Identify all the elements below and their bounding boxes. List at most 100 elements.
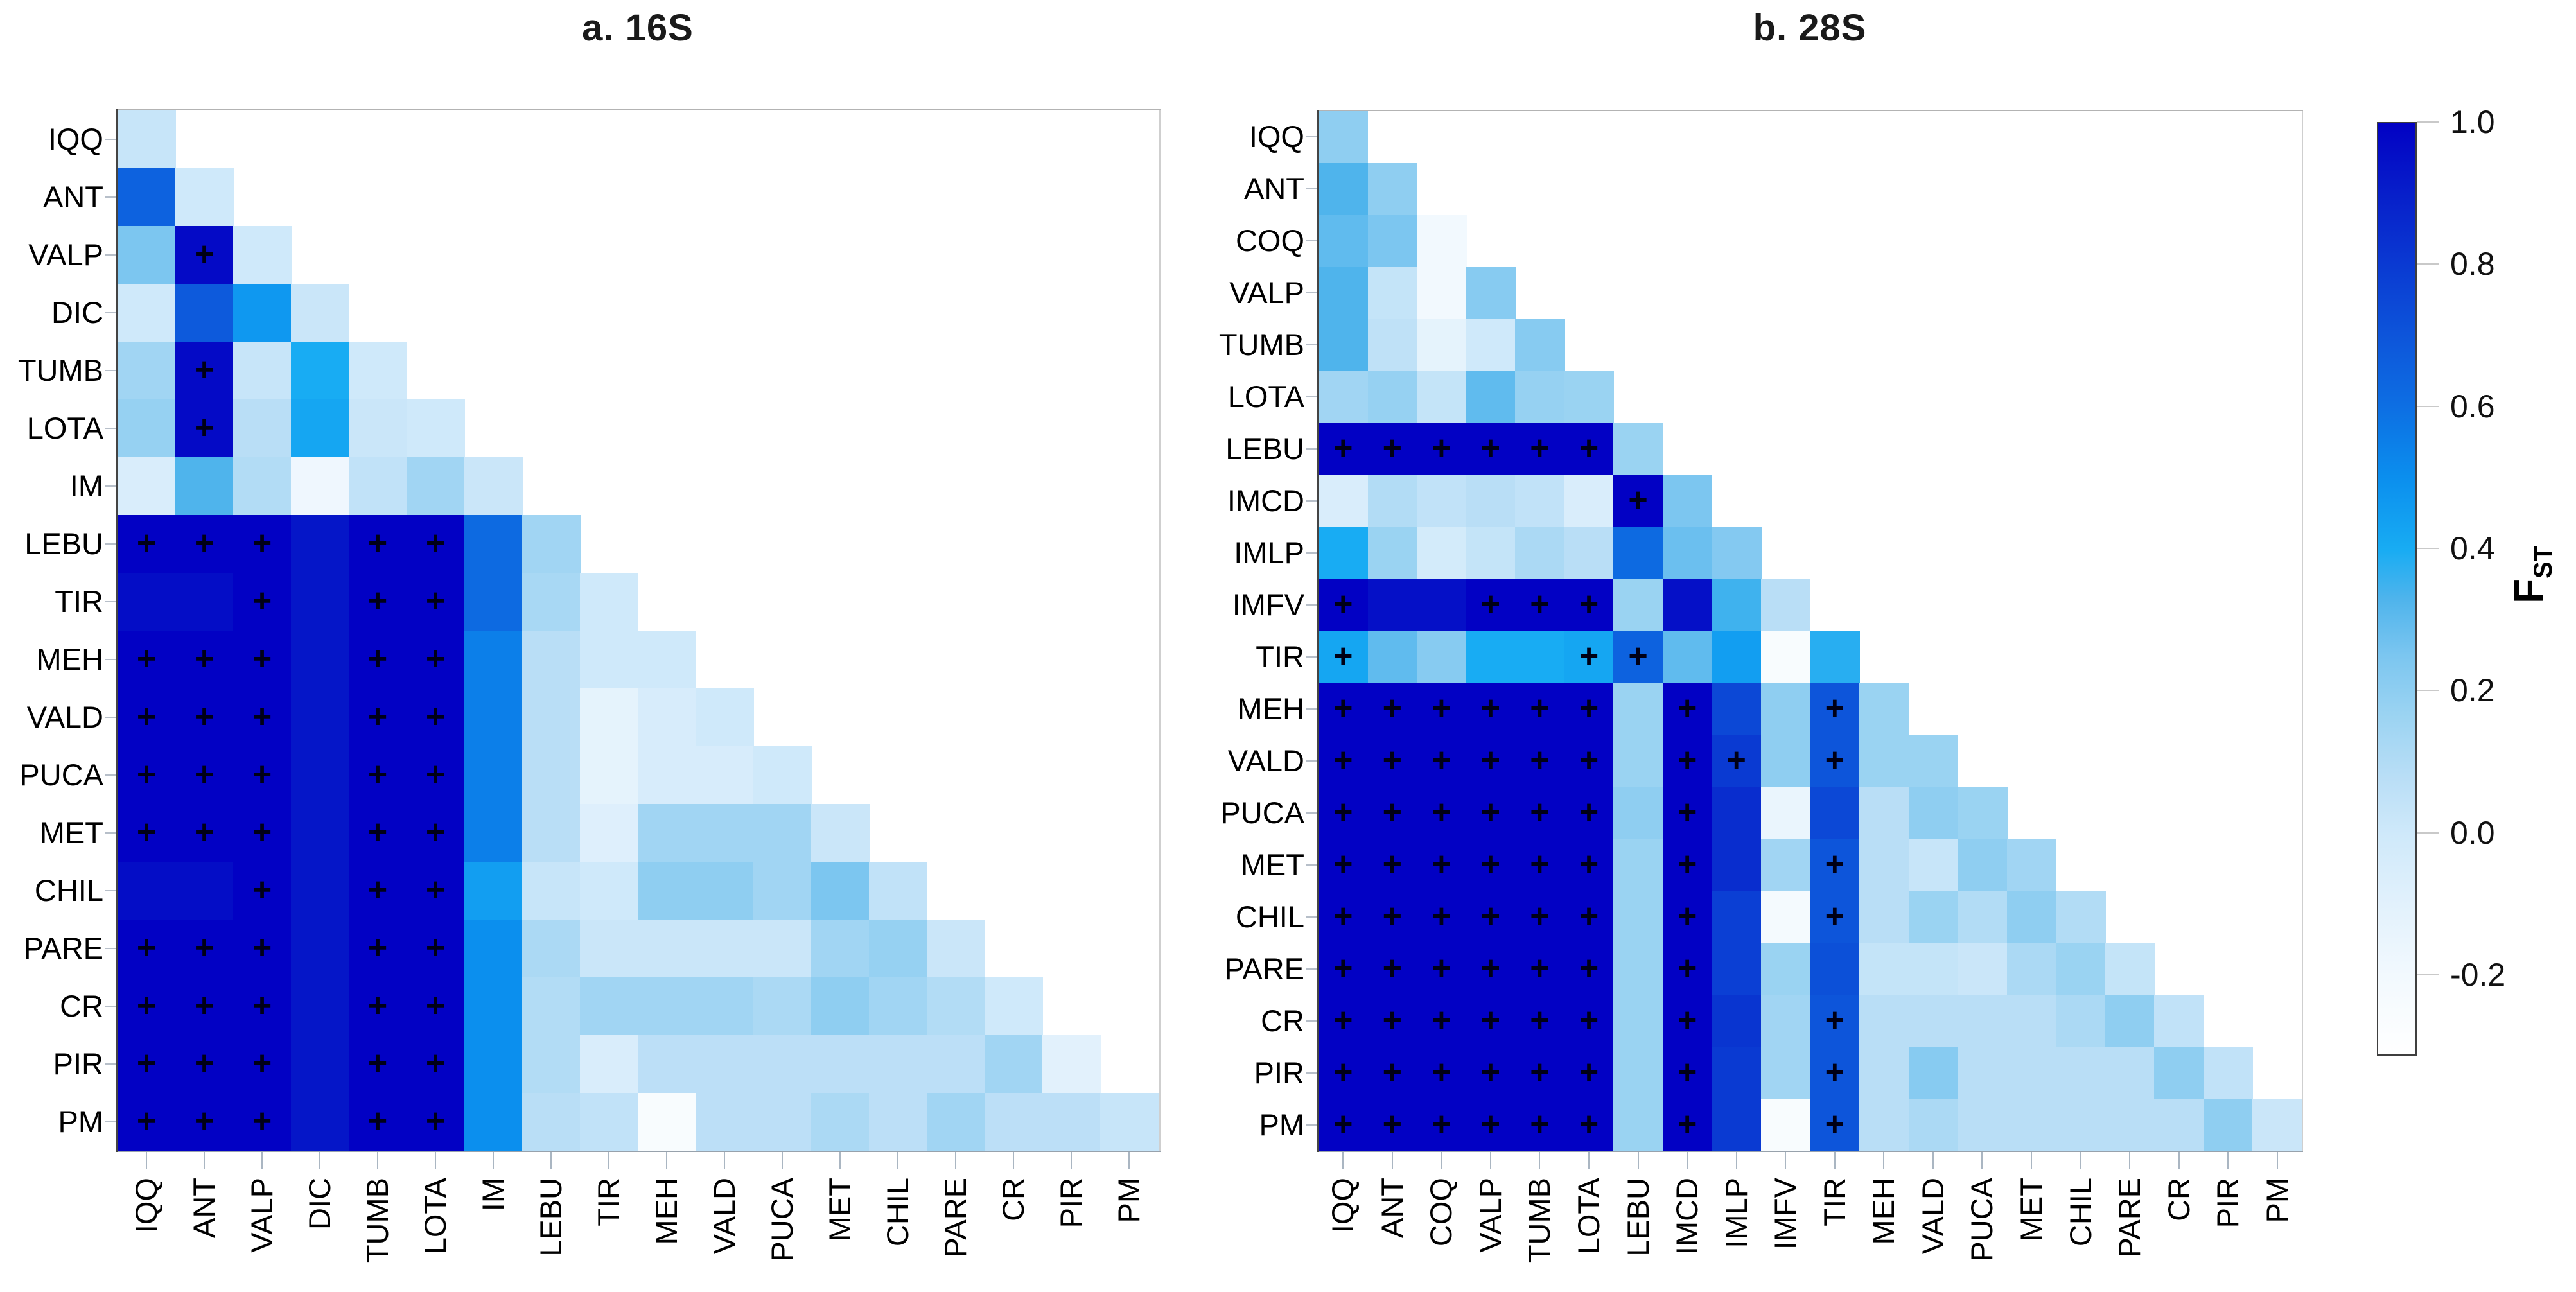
colorbar-tick-label: 0.4: [2450, 530, 2495, 567]
significance-mark: +: [1432, 897, 1451, 935]
heatmap-cell: [1760, 891, 1811, 944]
heatmap-cell: [1564, 371, 1615, 424]
significance-mark: +: [252, 1044, 272, 1082]
heatmap-cell: [1712, 891, 1762, 944]
significance-mark: +: [252, 697, 272, 735]
heatmap-cell: [1319, 943, 1369, 996]
heatmap-cell: [464, 1093, 523, 1151]
significance-mark: +: [1530, 897, 1550, 935]
heatmap-cell: [1810, 995, 1860, 1047]
heatmap-cell: [1564, 579, 1615, 632]
heatmap-cell: [1319, 735, 1369, 788]
heatmap-cell: [1859, 891, 1909, 944]
significance-mark: +: [136, 1102, 157, 1140]
heatmap-cell: [175, 284, 234, 342]
significance-mark: +: [1579, 897, 1599, 935]
heatmap-cell: [811, 862, 870, 920]
significance-mark: +: [1579, 1001, 1599, 1039]
heatmap-cell: [869, 977, 927, 1036]
significance-mark: +: [1480, 430, 1501, 467]
significance-mark: +: [367, 582, 388, 620]
heatmap-cell: [1367, 319, 1417, 372]
row-label: PARE: [23, 931, 104, 965]
y-axis-tick: [1306, 552, 1317, 554]
heatmap-cell: [1613, 891, 1663, 944]
col-label: LOTA: [1572, 1178, 1606, 1255]
heatmap-cell: [927, 920, 985, 978]
heatmap-cell: [1613, 423, 1663, 476]
heatmap-cell: [1319, 319, 1369, 372]
heatmap-cell: [1042, 1093, 1101, 1151]
heatmap-cell: [2056, 1047, 2106, 1099]
heatmap-cell: [175, 573, 234, 631]
heatmap-cell: [1417, 631, 1467, 684]
heatmap-cell: [1042, 1035, 1101, 1094]
heatmap-cell: [753, 746, 812, 805]
heatmap-cell: [638, 804, 696, 862]
heatmap-cell: [1319, 839, 1369, 892]
significance-mark: +: [1480, 949, 1501, 987]
col-label: CR: [2161, 1178, 2196, 1221]
heatmap-cell: [1367, 735, 1417, 788]
significance-mark: +: [136, 697, 157, 735]
significance-mark: +: [1333, 949, 1353, 987]
heatmap-cell: [464, 573, 523, 631]
significance-mark: +: [1432, 1053, 1451, 1091]
x-axis-tick: [204, 1152, 205, 1169]
heatmap-cell: [753, 862, 812, 920]
heatmap-cell: [1417, 214, 1467, 268]
heatmap-cell: [175, 977, 234, 1036]
heatmap-cell: [1662, 527, 1713, 580]
row-label: LEBU: [24, 527, 103, 561]
row-label: IM: [69, 469, 103, 503]
heatmap-cell: [1417, 319, 1467, 372]
heatmap-cell: [1367, 839, 1417, 892]
heatmap-cell: [349, 631, 407, 689]
heatmap-cell: [2203, 1047, 2254, 1099]
x-axis-tick: [1637, 1152, 1639, 1169]
row-label: PARE: [1224, 951, 1305, 986]
col-label: VALD: [1915, 1178, 1950, 1255]
significance-mark: +: [1333, 741, 1353, 779]
row-label: TUMB: [1218, 327, 1304, 362]
col-label: IMLP: [1719, 1178, 1753, 1248]
row-label: PUCA: [1220, 795, 1304, 830]
x-axis-tick: [377, 1152, 378, 1169]
col-label: IQQ: [1326, 1178, 1360, 1234]
heatmap-cell: [2154, 995, 2204, 1047]
col-label: PARE: [938, 1178, 972, 1258]
plot-box-top: [118, 109, 1161, 110]
heatmap-cell: [1367, 527, 1417, 580]
heatmap-cell: [349, 804, 407, 862]
significance-mark: +: [1530, 689, 1550, 727]
colorbar-tick-label: 1.0: [2450, 104, 2495, 140]
heatmap-cell: [1564, 1099, 1615, 1151]
heatmap-cell: [696, 746, 754, 805]
significance-mark: +: [1677, 1105, 1697, 1143]
significance-mark: +: [1825, 897, 1844, 935]
heatmap-cell: [1367, 579, 1417, 632]
significance-mark: +: [367, 813, 388, 851]
heatmap-cell: [1100, 1093, 1159, 1151]
heatmap-cell: [1367, 1047, 1417, 1099]
row-label: VALD: [26, 700, 103, 734]
heatmap-cell: [118, 342, 176, 400]
heatmap-cell: [1417, 1047, 1467, 1099]
row-label: CR: [1261, 1003, 1304, 1038]
heatmap-cell: [985, 1093, 1043, 1151]
y-axis-tick: [105, 1006, 116, 1007]
heatmap-cell: [1564, 631, 1615, 684]
heatmap-cell: [1466, 735, 1516, 788]
heatmap-cell: [1662, 1047, 1713, 1099]
row-label: PM: [58, 1104, 104, 1139]
heatmap-cell: [1662, 1099, 1713, 1151]
col-label: DIC: [302, 1178, 337, 1230]
heatmap-cell: [175, 862, 234, 920]
heatmap-cell: [580, 920, 638, 978]
significance-mark: +: [1530, 1001, 1550, 1039]
heatmap-cell: [233, 862, 292, 920]
heatmap-cell: [1466, 527, 1516, 580]
heatmap-cell: [233, 1093, 292, 1151]
col-label: ANT: [1374, 1178, 1409, 1238]
